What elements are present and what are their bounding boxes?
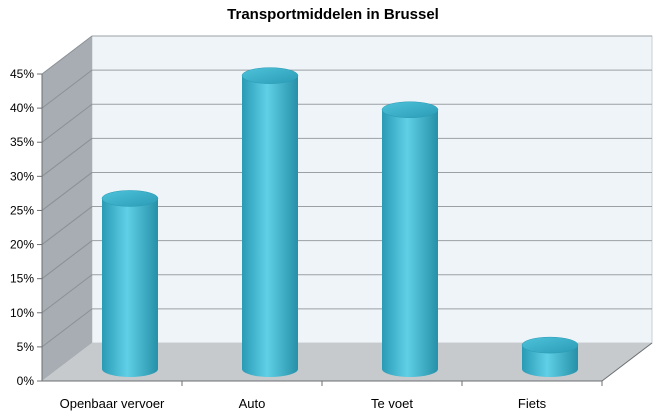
gridline-side	[41, 172, 93, 211]
gridline-side	[41, 103, 93, 143]
bar-top	[381, 101, 439, 119]
y-tick-label: 15%	[10, 272, 34, 286]
x-tick-label: Auto	[239, 396, 266, 411]
bar-body	[102, 198, 158, 377]
bar	[101, 190, 159, 377]
back-wall	[91, 35, 653, 344]
gridline-side	[41, 69, 93, 109]
bar	[241, 67, 299, 378]
side-wall	[42, 36, 92, 381]
y-tick-label: 5%	[17, 340, 35, 354]
x-tick-label: Openbaar vervoer	[60, 396, 165, 411]
y-tick-label: 25%	[10, 203, 34, 217]
y-tick-label: 0%	[17, 374, 35, 388]
y-tick-label: 45%	[10, 67, 34, 81]
y-tick-label: 30%	[10, 169, 34, 183]
x-tick-label: Te voet	[371, 396, 413, 411]
y-tick-label: 20%	[10, 238, 34, 252]
gridline-side	[41, 206, 93, 245]
y-tick-label: 35%	[10, 135, 34, 149]
bar	[381, 101, 439, 377]
gridline-side	[41, 35, 93, 75]
floor-edge	[601, 342, 653, 382]
gridline-side	[41, 308, 93, 348]
chart-title: Transportmiddelen in Brussel	[227, 6, 439, 23]
bar	[521, 336, 579, 377]
x-axis-labels: Openbaar vervoer Auto Te voet Fiets	[60, 381, 603, 411]
y-tick-label: 40%	[10, 101, 34, 115]
y-tick-label: 10%	[10, 306, 34, 320]
floor	[42, 343, 652, 381]
bar-body	[522, 345, 578, 377]
bar-top	[241, 67, 299, 84]
bars	[101, 67, 579, 378]
bar-body	[242, 75, 298, 378]
bar-top	[101, 190, 159, 207]
gridline-side	[41, 274, 93, 314]
bar-body	[382, 109, 438, 377]
x-tick-label: Fiets	[518, 396, 547, 411]
gridline-side	[41, 137, 93, 177]
gridlines	[41, 35, 652, 348]
plot-walls	[42, 35, 653, 381]
gridline-side	[41, 240, 93, 280]
bar-top	[521, 336, 579, 354]
